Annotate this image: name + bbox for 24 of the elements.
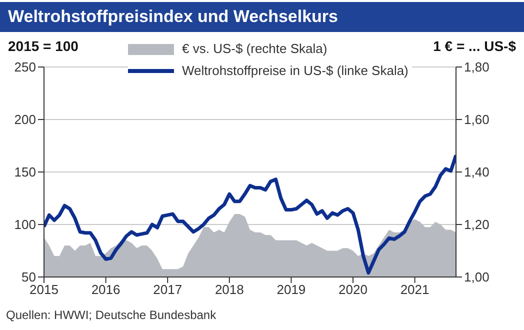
y2-tick-label: 1,60 bbox=[464, 112, 490, 128]
x-tick-label: 2015 bbox=[30, 282, 58, 298]
y2-tick-label: 1,80 bbox=[464, 60, 490, 75]
legend-label: Weltrohstoffpreise in US-$ (linke Skala) bbox=[182, 62, 408, 80]
y-tick-label: 250 bbox=[14, 60, 36, 75]
x-tick-label: 2019 bbox=[276, 282, 306, 298]
y-axis-title: 2015 = 100 bbox=[8, 38, 78, 54]
y-tick-label: 100 bbox=[14, 217, 36, 232]
chart-title: Weltrohstoffpreisindex und Wechselkurs bbox=[0, 2, 524, 32]
y2-tick-label: 1,40 bbox=[464, 164, 490, 180]
x-tick-label: 2016 bbox=[91, 282, 120, 298]
y2-tick-label: 1,20 bbox=[464, 217, 490, 232]
x-tick-label: 2021 bbox=[400, 282, 430, 298]
line-series bbox=[44, 153, 456, 275]
legend-label: € vs. US-$ (rechte Skala) bbox=[182, 40, 328, 58]
y-tick-label: 150 bbox=[14, 164, 36, 180]
x-tick-label: 2020 bbox=[338, 282, 368, 298]
source-note: Quellen: HWWI; Deutsche Bundesbank bbox=[6, 308, 216, 322]
y-tick-label: 200 bbox=[14, 112, 36, 128]
y2-axis-title: 1 € = ... US-$ bbox=[433, 38, 516, 54]
y-tick-label: 50 bbox=[22, 270, 36, 285]
x-tick-label: 2017 bbox=[153, 282, 182, 298]
y2-tick-label: 1,00 bbox=[464, 270, 490, 285]
x-tick-label: 2018 bbox=[214, 282, 244, 298]
